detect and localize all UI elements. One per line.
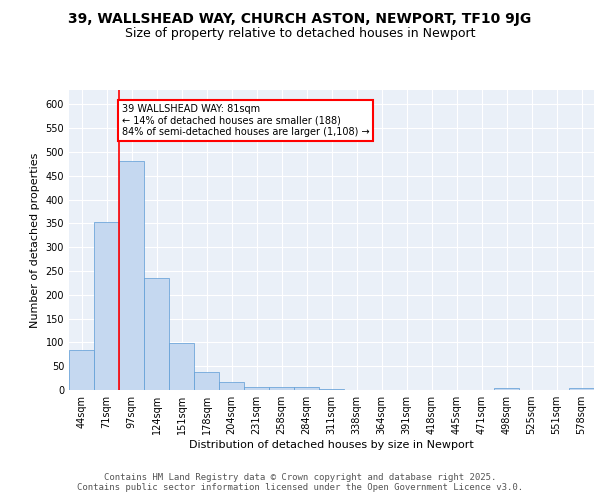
- Text: Contains HM Land Registry data © Crown copyright and database right 2025.
Contai: Contains HM Land Registry data © Crown c…: [77, 473, 523, 492]
- Bar: [244, 386, 269, 390]
- Bar: [294, 386, 319, 390]
- Bar: [144, 278, 169, 390]
- Bar: [219, 382, 244, 390]
- Text: 39 WALLSHEAD WAY: 81sqm
← 14% of detached houses are smaller (188)
84% of semi-d: 39 WALLSHEAD WAY: 81sqm ← 14% of detache…: [121, 104, 369, 138]
- Bar: [169, 343, 194, 390]
- Bar: [119, 162, 144, 390]
- Y-axis label: Number of detached properties: Number of detached properties: [30, 152, 40, 328]
- Bar: [194, 372, 219, 390]
- Bar: [69, 350, 94, 390]
- Text: 39, WALLSHEAD WAY, CHURCH ASTON, NEWPORT, TF10 9JG: 39, WALLSHEAD WAY, CHURCH ASTON, NEWPORT…: [68, 12, 532, 26]
- Text: Size of property relative to detached houses in Newport: Size of property relative to detached ho…: [125, 28, 475, 40]
- Bar: [494, 388, 519, 390]
- Bar: [569, 388, 594, 390]
- Bar: [94, 222, 119, 390]
- Bar: [269, 386, 294, 390]
- X-axis label: Distribution of detached houses by size in Newport: Distribution of detached houses by size …: [189, 440, 474, 450]
- Bar: [319, 388, 344, 390]
